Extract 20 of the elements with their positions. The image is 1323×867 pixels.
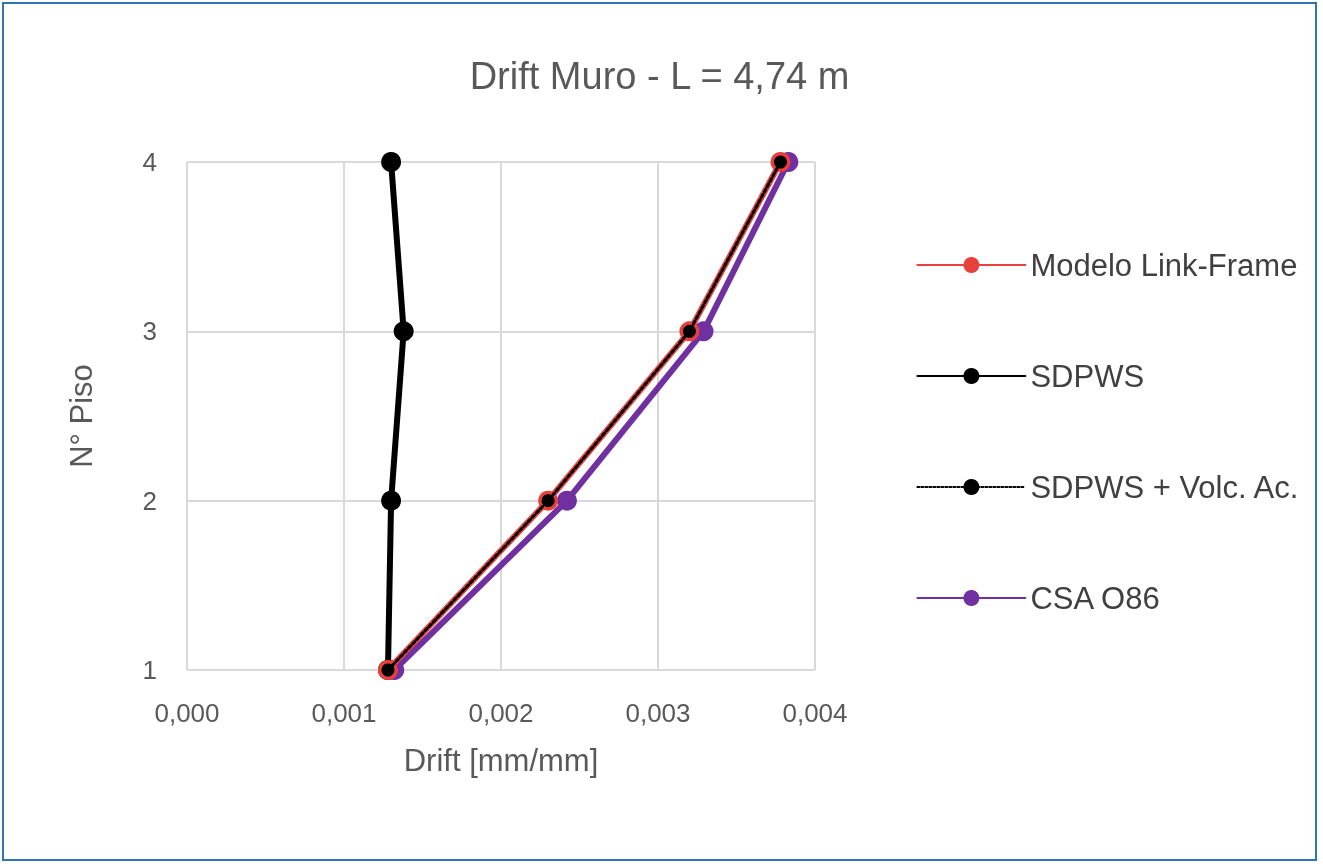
x-tick-label: 0,003: [625, 698, 691, 728]
legend-label: SDPWS + Volc. Ac.: [1030, 469, 1299, 505]
point: [393, 321, 414, 342]
legend-label: Modelo Link-Frame: [1030, 247, 1298, 283]
y-tick-label: 4: [142, 147, 157, 177]
y-tick-label: 1: [142, 655, 157, 685]
legend-label: CSA O86: [1030, 580, 1160, 616]
x-tick-label: 0,000: [154, 698, 220, 728]
point: [381, 490, 402, 511]
legend-label: SDPWS: [1030, 358, 1145, 394]
point: [381, 152, 402, 172]
x-tick-label: 0,002: [468, 698, 534, 728]
point: [556, 490, 577, 511]
x-tick-label: 0,001: [311, 698, 377, 728]
x-axis-title: Drift [mm/mm]: [403, 743, 599, 778]
y-tick-label: 2: [142, 485, 157, 516]
chart-title: Drift Muro - L = 4,74 m: [469, 55, 850, 97]
x-tick-label: 0,004: [782, 698, 848, 728]
y-axis-title: N° Piso: [64, 364, 99, 468]
y-tick-label: 3: [142, 316, 157, 347]
